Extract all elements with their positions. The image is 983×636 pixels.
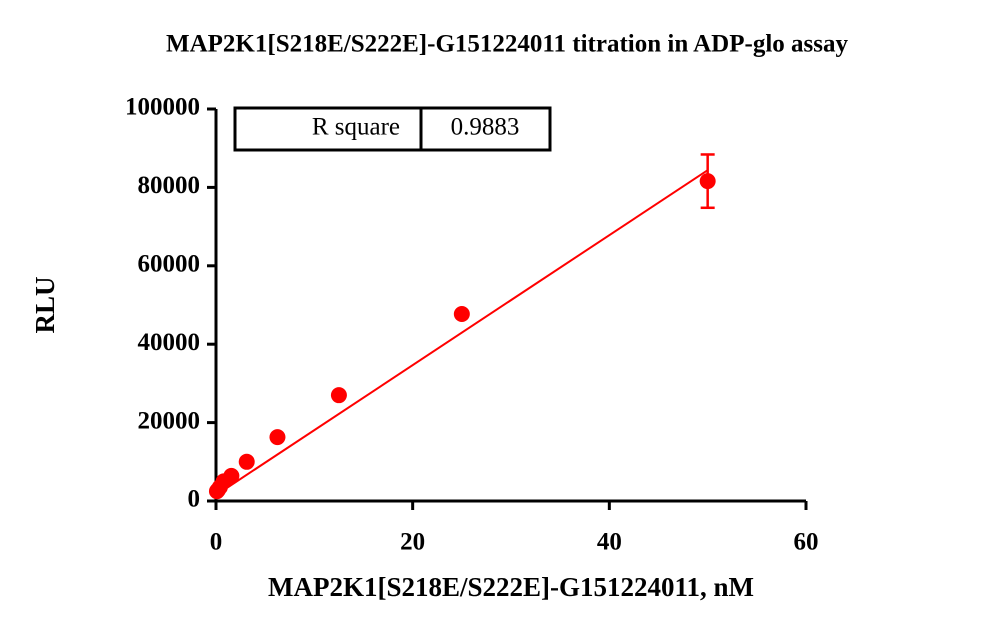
annotation-box <box>233 106 552 152</box>
point <box>208 483 225 500</box>
y-tick-label: 0 <box>188 486 201 513</box>
x-tick-label: 60 <box>794 529 819 556</box>
chart-title: MAP2K1[S218E/S222E]-G151224011 titration… <box>166 31 848 58</box>
point <box>453 306 470 323</box>
y-axis-label: RLU <box>30 276 60 333</box>
annotation-value: 0.9883 <box>451 114 520 141</box>
x-tick-label: 0 <box>210 529 223 556</box>
y-tick-label: 20000 <box>138 407 201 434</box>
y-tick-label: 40000 <box>138 329 201 356</box>
fit-line <box>215 169 709 496</box>
y-tick-label: 60000 <box>138 251 201 278</box>
x-axis-label: MAP2K1[S218E/S222E]-G151224011, nM <box>268 572 754 602</box>
point <box>330 387 347 404</box>
point <box>699 173 716 190</box>
point <box>269 429 286 446</box>
y-tick-label: 100000 <box>125 94 200 121</box>
annotation-label: R square <box>312 114 400 141</box>
x-tick-label: 20 <box>400 529 425 556</box>
point <box>238 453 255 470</box>
x-tick-label: 40 <box>597 529 622 556</box>
y-tick-label: 80000 <box>138 172 201 199</box>
